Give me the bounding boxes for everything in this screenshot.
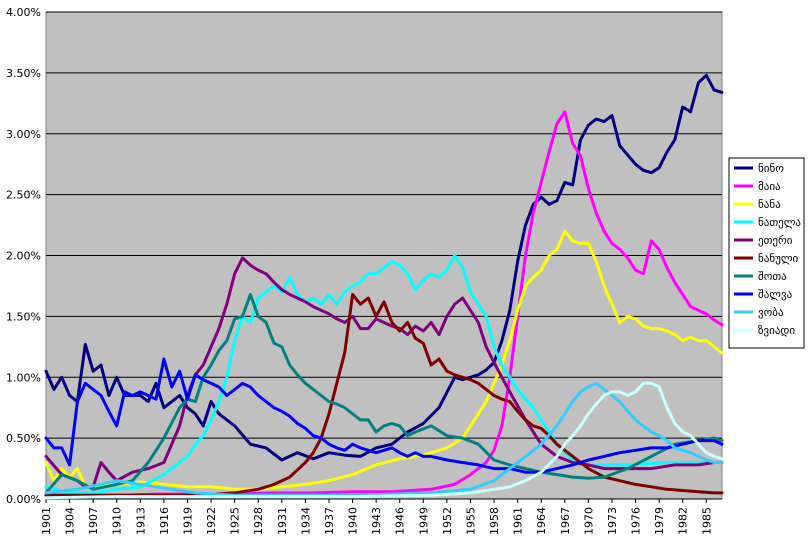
y-tick-label: 3.00% [6, 128, 41, 141]
y-tick-label: 1.00% [6, 371, 41, 384]
legend-label: ნინო [758, 162, 784, 175]
x-tick-label: 1919 [181, 507, 194, 535]
y-tick-label: 4.00% [6, 6, 41, 19]
series-line-2 [44, 110, 724, 497]
x-tick-label: 1958 [488, 507, 501, 535]
axes: 0.00% 0.50% 1.00% 1.50% 2.00% 2.50% 3.00% 3.50%… [6, 6, 722, 535]
x-tick-label: 1937 [323, 507, 336, 535]
x-tick-label: 1931 [276, 507, 289, 535]
x-tick-label: 1973 [606, 507, 619, 535]
gridlines [46, 11, 722, 439]
series-line-3 [44, 229, 724, 491]
x-tick-label: 1955 [464, 507, 477, 535]
x-tick-label: 1967 [559, 507, 572, 535]
legend-label: ვობა [758, 306, 784, 319]
series-lines [44, 73, 724, 500]
x-tick-label: 1949 [417, 507, 430, 535]
y-tick-label: 2.50% [6, 189, 41, 202]
legend-label: ეთერი [758, 234, 793, 247]
y-tick-label: 0.50% [6, 432, 41, 445]
x-tick-label: 1928 [252, 507, 265, 535]
x-tick-label: 1946 [394, 507, 407, 535]
y-tick-label: 3.50% [6, 67, 41, 80]
series-line-1 [44, 73, 724, 462]
x-tick-label: 1940 [347, 507, 360, 535]
series-line-6 [44, 293, 724, 497]
x-tick-label: 1907 [87, 507, 100, 535]
legend-label: ზვიადი [758, 324, 795, 337]
legend-label: ნანა [758, 198, 781, 211]
x-tick-label: 1985 [700, 507, 713, 535]
x-tick-label: 1925 [229, 507, 242, 535]
legend-label: შალვა [758, 288, 793, 301]
legend-box [728, 157, 805, 349]
y-tick-label: 2.00% [6, 250, 41, 263]
y-tick-label: 1.50% [6, 310, 41, 323]
x-tick-label: 1970 [582, 507, 595, 535]
legend: ნინო მაია ნანა ნათელა ეთერი ნანული შოთა შალვა ვო… [728, 157, 805, 349]
x-tick-label: 1904 [64, 507, 77, 535]
series-line-4 [44, 254, 724, 495]
x-tick-label: 1910 [111, 507, 124, 535]
series-line-7 [44, 293, 724, 495]
x-tick-label: 1979 [653, 507, 666, 535]
x-tick-label: 1943 [370, 507, 383, 535]
series-line-8 [44, 357, 724, 474]
y-tick-label: 0.00% [6, 493, 41, 506]
x-tick-label: 1964 [535, 507, 548, 535]
legend-label: ნათელა [758, 216, 801, 229]
x-tick-label: 1913 [134, 507, 147, 535]
x-tick-label: 1961 [512, 507, 525, 535]
legend-label: ნანული [758, 252, 799, 265]
x-tick-label: 1901 [40, 507, 53, 535]
x-tick-label: 1982 [677, 507, 690, 535]
series-line-10 [44, 381, 724, 500]
x-tick-label: 1922 [205, 507, 218, 535]
x-tick-label: 1916 [158, 507, 171, 535]
legend-label: მაია [758, 180, 781, 193]
x-tick-label: 1952 [441, 507, 454, 535]
x-tick-label: 1976 [630, 507, 643, 535]
x-tick-label: 1934 [299, 507, 312, 535]
legend-label: შოთა [758, 270, 787, 283]
